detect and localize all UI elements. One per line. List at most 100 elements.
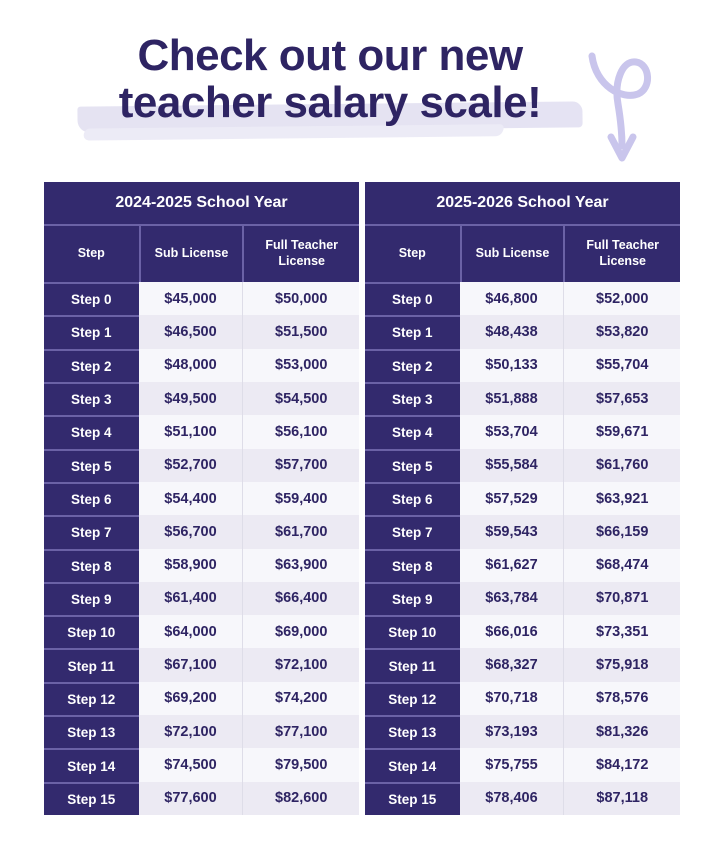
column-header-full-teacher-license: Full Teacher License (242, 226, 359, 282)
cell-sub-license: $50,133 (459, 348, 564, 382)
cell-step: Step 12 (365, 681, 460, 716)
table-row: Step 12 $70,718 $78,576 (365, 681, 680, 716)
cell-step: Step 0 (365, 282, 460, 316)
cell-step: Step 4 (44, 415, 139, 449)
cell-sub-license: $66,016 (459, 615, 564, 649)
table-row: Step 7 $56,700 $61,700 (44, 515, 359, 549)
cell-step: Step 5 (44, 448, 139, 482)
table-row: Step 8 $58,900 $63,900 (44, 548, 359, 582)
table-row: Step 11 $68,327 $75,918 (365, 648, 680, 682)
cell-full-teacher-license: $70,871 (563, 581, 680, 616)
table-row: Step 11 $67,100 $72,100 (44, 648, 359, 682)
table-row: Step 3 $51,888 $57,653 (365, 381, 680, 416)
table-row: Step 6 $57,529 $63,921 (365, 481, 680, 516)
curly-arrow-down-icon (578, 42, 662, 164)
cell-step: Step 8 (365, 548, 460, 582)
cell-full-teacher-license: $57,653 (563, 381, 680, 416)
cell-step: Step 4 (365, 415, 460, 449)
cell-step: Step 7 (44, 515, 139, 549)
cell-sub-license: $48,438 (459, 315, 564, 349)
cell-sub-license: $68,327 (459, 648, 564, 682)
cell-full-teacher-license: $82,600 (242, 781, 359, 815)
table-body-2025-2026: Step 0 $46,800 $52,000 Step 1 $48,438 $53,820… (365, 282, 680, 815)
cell-step: Step 13 (44, 715, 139, 749)
cell-full-teacher-license: $75,918 (563, 648, 680, 682)
cell-sub-license: $69,200 (138, 681, 243, 716)
cell-sub-license: $45,000 (138, 282, 243, 316)
cell-full-teacher-license: $61,700 (242, 515, 359, 549)
cell-full-teacher-license: $59,671 (563, 415, 680, 449)
cell-step: Step 12 (44, 681, 139, 716)
cell-sub-license: $70,718 (459, 681, 564, 716)
cell-step: Step 9 (365, 581, 460, 616)
cell-full-teacher-license: $79,500 (242, 748, 359, 782)
table-row: Step 15 $78,406 $87,118 (365, 781, 680, 815)
cell-sub-license: $73,193 (459, 715, 564, 749)
cell-step: Step 1 (44, 315, 139, 349)
table-row: Step 12 $69,200 $74,200 (44, 681, 359, 716)
cell-sub-license: $54,400 (138, 481, 243, 516)
cell-sub-license: $74,500 (138, 748, 243, 782)
table-row: Step 1 $46,500 $51,500 (44, 315, 359, 349)
cell-sub-license: $52,700 (138, 448, 243, 482)
cell-step: Step 10 (44, 615, 139, 649)
page-title: Check out our new teacher salary scale! (0, 31, 660, 133)
cell-sub-license: $77,600 (138, 781, 243, 815)
table-row: Step 10 $66,016 $73,351 (365, 615, 680, 649)
page-header: Check out our new teacher salary scale! (0, 0, 720, 182)
cell-full-teacher-license: $52,000 (563, 282, 680, 316)
cell-step: Step 0 (44, 282, 139, 316)
cell-full-teacher-license: $69,000 (242, 615, 359, 649)
table-row: Step 8 $61,627 $68,474 (365, 548, 680, 582)
table-row: Step 0 $45,000 $50,000 (44, 282, 359, 316)
cell-step: Step 6 (44, 481, 139, 516)
table-row: Step 9 $61,400 $66,400 (44, 581, 359, 616)
table-row: Step 5 $55,584 $61,760 (365, 448, 680, 482)
cell-sub-license: $61,627 (459, 548, 564, 582)
year-header-2024-2025: 2024-2025 School Year (44, 182, 359, 226)
salary-scale-tables: 2024-2025 School Year Step Sub License F… (44, 182, 680, 815)
cell-full-teacher-license: $57,700 (242, 448, 359, 482)
table-row: Step 4 $53,704 $59,671 (365, 415, 680, 449)
cell-full-teacher-license: $74,200 (242, 681, 359, 716)
cell-sub-license: $49,500 (138, 381, 243, 416)
cell-sub-license: $48,000 (138, 348, 243, 382)
table-row: Step 3 $49,500 $54,500 (44, 381, 359, 416)
title-line-1-text: Check out our new (137, 31, 523, 80)
cell-sub-license: $46,800 (459, 282, 564, 316)
cell-full-teacher-license: $66,159 (563, 515, 680, 549)
column-header-step: Step (398, 246, 426, 261)
cell-full-teacher-license: $61,760 (563, 448, 680, 482)
cell-sub-license: $63,784 (459, 581, 564, 616)
cell-full-teacher-license: $78,576 (563, 681, 680, 716)
cell-full-teacher-license: $77,100 (242, 715, 359, 749)
cell-step: Step 8 (44, 548, 139, 582)
cell-step: Step 3 (44, 381, 139, 416)
cell-full-teacher-license: $81,326 (563, 715, 680, 749)
table-row: Step 13 $73,193 $81,326 (365, 715, 680, 749)
cell-sub-license: $53,704 (459, 415, 564, 449)
table-row: Step 14 $74,500 $79,500 (44, 748, 359, 782)
table-row: Step 4 $51,100 $56,100 (44, 415, 359, 449)
cell-sub-license: $58,900 (138, 548, 243, 582)
cell-sub-license: $61,400 (138, 581, 243, 616)
salary-table-2025-2026: 2025-2026 School Year Step Sub License F… (365, 182, 680, 815)
table-row: Step 2 $48,000 $53,000 (44, 348, 359, 382)
cell-sub-license: $72,100 (138, 715, 243, 749)
cell-full-teacher-license: $59,400 (242, 481, 359, 516)
cell-sub-license: $75,755 (459, 748, 564, 782)
table-row: Step 6 $54,400 $59,400 (44, 481, 359, 516)
cell-step: Step 11 (365, 648, 460, 682)
column-header-row-2024-2025: Step Sub License Full Teacher License (44, 226, 359, 282)
title-line-2: teacher salary scale! (0, 77, 660, 133)
cell-full-teacher-license: $73,351 (563, 615, 680, 649)
title-line-2-text: teacher salary scale! (118, 77, 542, 127)
cell-sub-license: $51,888 (459, 381, 564, 416)
cell-step: Step 3 (365, 381, 460, 416)
cell-full-teacher-license: $66,400 (242, 581, 359, 616)
column-header-step: Step (77, 246, 105, 261)
cell-full-teacher-license: $53,000 (242, 348, 359, 382)
table-row: Step 2 $50,133 $55,704 (365, 348, 680, 382)
column-header-sub-license: Sub License (138, 226, 243, 282)
cell-step: Step 9 (44, 581, 139, 616)
